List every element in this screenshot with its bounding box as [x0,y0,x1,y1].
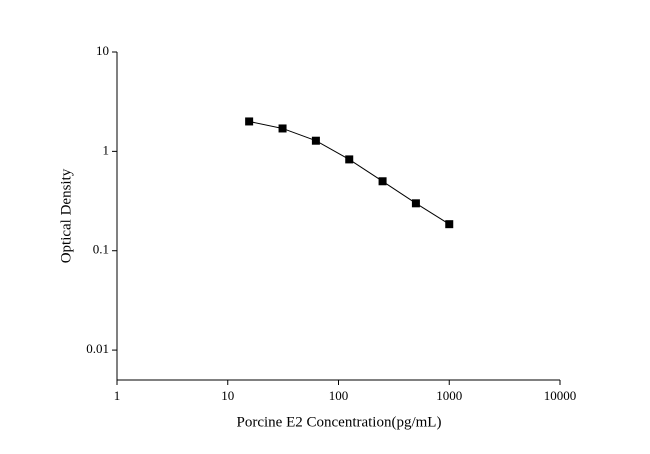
y-axis-label: Optical Density [58,168,74,263]
marker [311,136,320,145]
y-tick-label: 0.1 [93,242,109,257]
y-tick-label: 0.01 [86,341,109,356]
x-tick-label: 10 [221,388,234,403]
curve [249,120,450,225]
x-tick-label: 10000 [544,388,577,403]
marker [245,117,254,126]
marker [345,155,354,164]
marker [411,199,420,208]
x-tick-label: 1000 [436,388,462,403]
marker [378,177,387,186]
x-tick-label: 1 [114,388,121,403]
marker [278,124,287,133]
y-tick-label: 10 [96,43,109,58]
x-tick-label: 100 [329,388,349,403]
y-tick-label: 1 [103,142,110,157]
x-axis-label: Porcine E2 Concentration(pg/mL) [237,414,442,430]
marker [445,220,454,229]
